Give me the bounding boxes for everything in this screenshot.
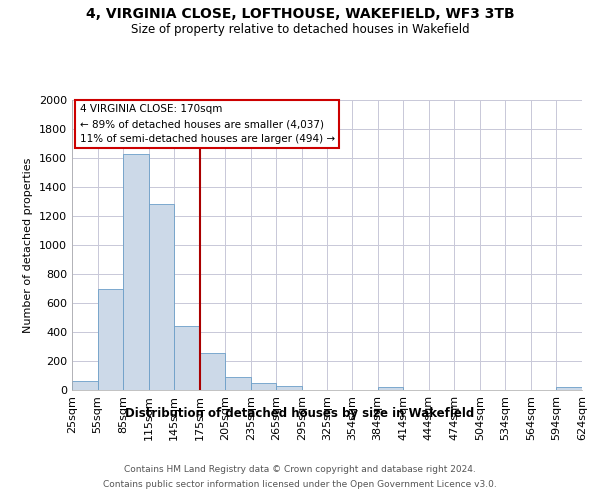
Text: 4 VIRGINIA CLOSE: 170sqm
← 89% of detached houses are smaller (4,037)
11% of sem: 4 VIRGINIA CLOSE: 170sqm ← 89% of detach… — [80, 104, 335, 144]
Bar — [277, 386, 302, 390]
Text: Distribution of detached houses by size in Wakefield: Distribution of detached houses by size … — [125, 408, 475, 420]
Bar — [72, 380, 98, 390]
Bar — [149, 204, 174, 390]
Bar — [377, 387, 403, 390]
Bar — [174, 326, 200, 390]
Y-axis label: Number of detached properties: Number of detached properties — [23, 158, 34, 332]
Text: Contains public sector information licensed under the Open Government Licence v3: Contains public sector information licen… — [103, 480, 497, 489]
Text: Contains HM Land Registry data © Crown copyright and database right 2024.: Contains HM Land Registry data © Crown c… — [124, 465, 476, 474]
Bar — [98, 289, 123, 390]
Bar — [225, 377, 251, 390]
Bar — [251, 383, 277, 390]
Bar — [556, 387, 582, 390]
Bar — [123, 154, 149, 390]
Bar — [200, 353, 225, 390]
Text: 4, VIRGINIA CLOSE, LOFTHOUSE, WAKEFIELD, WF3 3TB: 4, VIRGINIA CLOSE, LOFTHOUSE, WAKEFIELD,… — [86, 8, 514, 22]
Text: Size of property relative to detached houses in Wakefield: Size of property relative to detached ho… — [131, 22, 469, 36]
